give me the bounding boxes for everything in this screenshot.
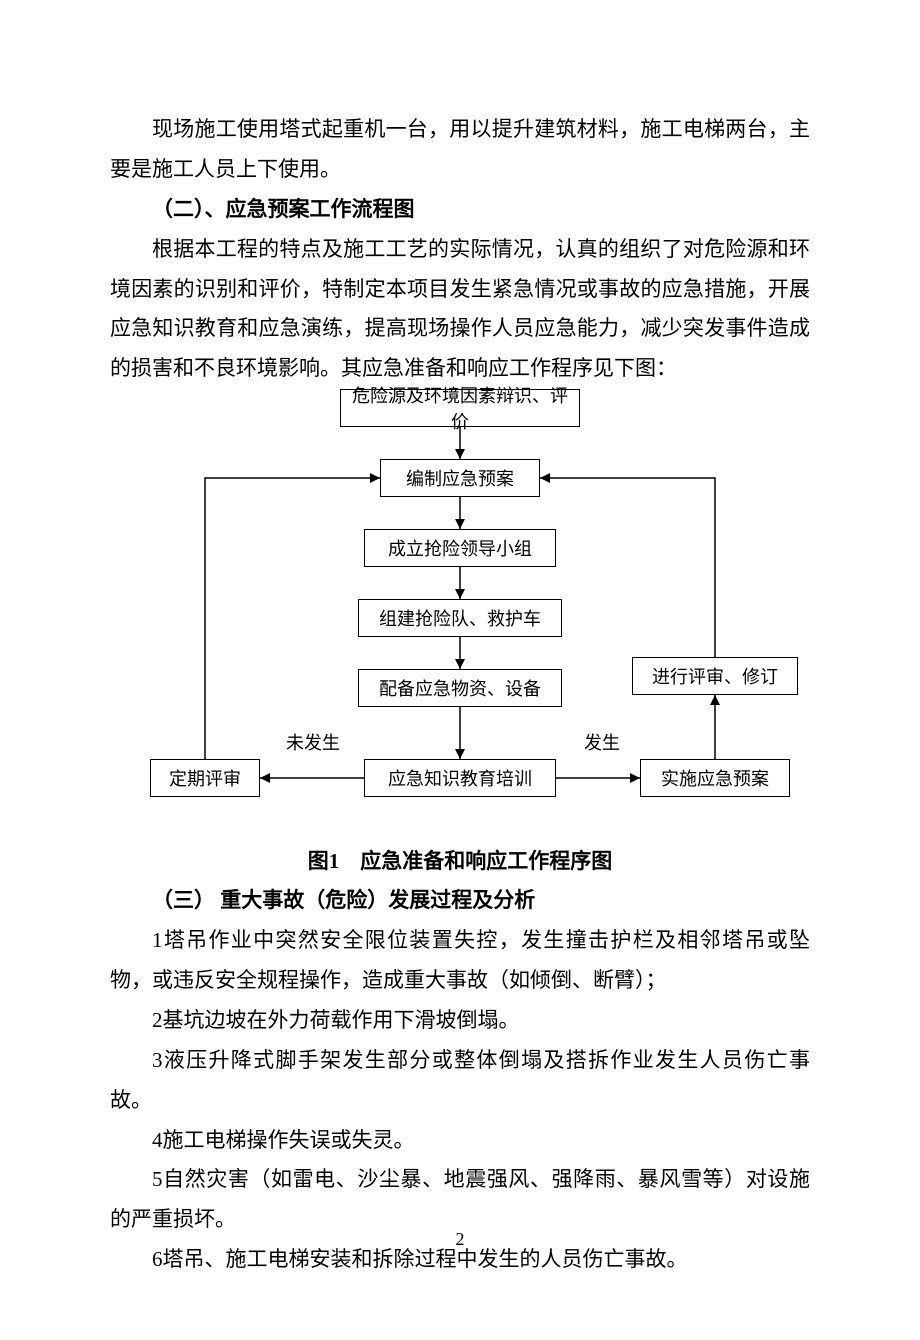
figure-caption: 图1 应急准备和响应工作程序图 (110, 845, 810, 875)
node-n4: 组建抢险队、救护车 (358, 599, 562, 637)
edge-n7-n2 (205, 478, 380, 759)
node-n9: 进行评审、修订 (632, 657, 798, 695)
paragraph-2: 根据本工程的特点及施工工艺的实际情况，认真的组织了对危险源和环境因素的识别和评价… (110, 230, 810, 390)
node-n5: 配备应急物资、设备 (358, 669, 562, 707)
flowchart: 危险源及环境因素辩识、评价 编制应急预案 成立抢险领导小组 组建抢险队、救护车 … (110, 389, 810, 837)
node-n6: 应急知识教育培训 (364, 759, 556, 797)
node-n7: 定期评审 (150, 759, 260, 797)
edge-n9-n2 (540, 478, 715, 657)
paragraph-3: 1塔吊作业中突然安全限位装置失控，发生撞击护栏及相邻塔吊或坠物，或违反安全规程操… (110, 921, 810, 1001)
paragraph-6: 4施工电梯操作失误或失灵。 (110, 1121, 810, 1161)
document-page: 现场施工使用塔式起重机一台，用以提升建筑材料，施工电梯两台，主要是施工人员上下使… (0, 0, 920, 1340)
heading-2: （二）、应急预案工作流程图 (110, 190, 810, 230)
node-n8: 实施应急预案 (640, 759, 790, 797)
node-n1: 危险源及环境因素辩识、评价 (340, 389, 580, 427)
paragraph-intro: 现场施工使用塔式起重机一台，用以提升建筑材料，施工电梯两台，主要是施工人员上下使… (110, 110, 810, 190)
paragraph-5: 3液压升降式脚手架发生部分或整体倒塌及搭拆作业发生人员伤亡事故。 (110, 1041, 810, 1121)
page-number: 2 (0, 1229, 920, 1250)
paragraph-4: 2基坑边坡在外力荷载作用下滑坡倒塌。 (110, 1001, 810, 1041)
node-n3: 成立抢险领导小组 (364, 529, 556, 567)
edge-label-yes: 发生 (584, 729, 620, 755)
edge-label-no: 未发生 (286, 729, 340, 755)
node-n2: 编制应急预案 (380, 459, 540, 497)
heading-3: （三） 重大事故（危险）发展过程及分析 (110, 881, 810, 921)
